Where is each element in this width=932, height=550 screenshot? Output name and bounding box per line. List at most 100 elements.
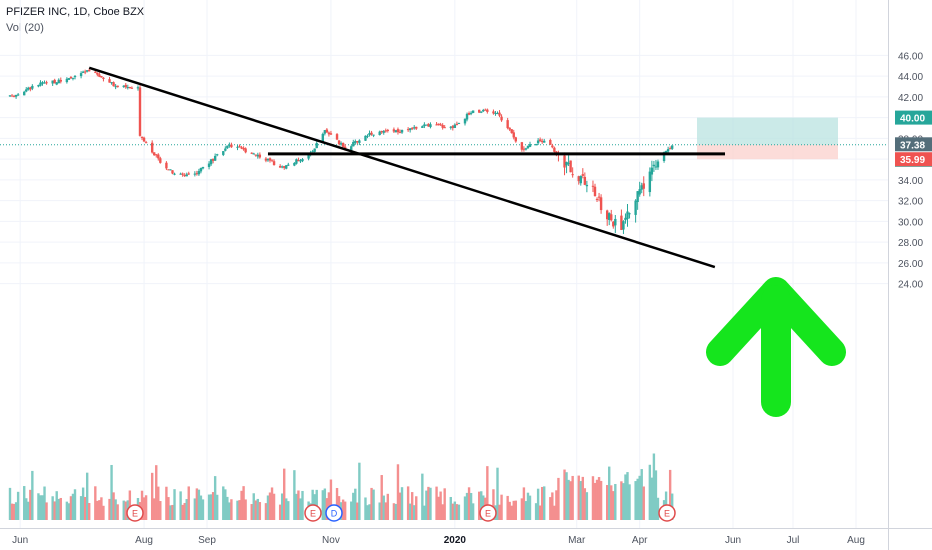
candle-body (110, 82, 113, 84)
candle-body (280, 166, 284, 168)
drawings[interactable] (88, 66, 725, 269)
earnings-event-marker[interactable]: E (658, 504, 676, 522)
candle-body (437, 123, 440, 126)
candle-body (100, 76, 103, 78)
candle-body (325, 129, 329, 133)
candle-body (469, 112, 473, 114)
volume-bar (427, 486, 430, 520)
volume-bar (496, 467, 499, 520)
volume-bar (642, 486, 645, 520)
x-tick-label: Jun (725, 535, 741, 546)
candle-body (272, 161, 276, 166)
volume-bar (508, 501, 511, 520)
volume-bar (201, 499, 205, 520)
candle-body (608, 213, 611, 220)
candle-body (252, 153, 255, 155)
volume-bar (352, 492, 355, 520)
candle-body (222, 151, 225, 155)
stop-zone (697, 144, 838, 160)
volume-bar (380, 475, 383, 520)
volume-bar (439, 491, 442, 520)
candle-body (467, 112, 471, 115)
candle-body (53, 79, 56, 84)
volume-bar (551, 492, 554, 520)
candle-body (242, 147, 245, 150)
candle-body (329, 133, 333, 135)
volume-bar (636, 478, 639, 520)
volume-bar (394, 503, 398, 520)
x-tick-label: Apr (632, 535, 648, 546)
volume-bar (71, 493, 75, 520)
volume-bar (116, 504, 119, 520)
candle-body (506, 120, 509, 129)
candle-body (155, 154, 158, 156)
candle-body (69, 77, 73, 79)
volume-bar (437, 496, 440, 520)
price-tag (895, 137, 932, 152)
volume-bar (640, 469, 643, 520)
candle-body (480, 111, 483, 113)
candle-body (339, 143, 343, 145)
candle-body (297, 159, 300, 162)
x-tick-label: Aug (135, 535, 153, 546)
volume-bar (199, 495, 203, 520)
candle-body (169, 169, 172, 171)
x-tick-label: Sep (198, 535, 216, 546)
volume-bar (264, 503, 268, 520)
candle-body (136, 87, 140, 89)
candle-body (498, 112, 501, 116)
volume-bar (386, 493, 390, 520)
candle-body (522, 148, 526, 150)
volume-bar (595, 479, 599, 520)
candle-body (512, 132, 515, 138)
position-zones (0, 117, 888, 160)
up-arrow-icon (706, 277, 846, 417)
volume-bar (528, 495, 532, 520)
candle-body (268, 158, 272, 161)
volume-bar (372, 489, 375, 520)
volume-bar (157, 486, 160, 520)
candle-body (79, 73, 83, 77)
candle-body (571, 174, 574, 176)
candle-body (140, 136, 144, 138)
candle-body (636, 191, 639, 203)
volume-bar (408, 503, 412, 520)
candle-body (112, 82, 115, 87)
candle-body (23, 91, 26, 96)
earnings-event-marker[interactable]: E (304, 504, 322, 522)
dividend-event-marker[interactable]: D (325, 504, 343, 522)
candle-body (656, 161, 660, 168)
candle-body (43, 82, 46, 84)
event-circle (658, 504, 676, 522)
candle-body (39, 82, 42, 86)
event-letter: E (664, 509, 670, 519)
candle-body (301, 159, 304, 162)
candle-body (370, 132, 373, 135)
candle-body (323, 130, 327, 134)
candle-body (157, 154, 160, 159)
volume-bar (45, 502, 48, 520)
volume-bar (252, 493, 255, 520)
candle-body (128, 87, 132, 89)
volume-bar (209, 494, 213, 520)
candle-body (368, 132, 371, 136)
candle-body (209, 159, 213, 165)
volume-bar (315, 489, 318, 520)
volume-bar (142, 497, 146, 520)
volume-bar (258, 502, 262, 520)
volume-bar (526, 492, 530, 520)
candle-body (25, 89, 28, 92)
candle-body (425, 124, 428, 126)
candle-body (567, 162, 570, 164)
earnings-event-marker[interactable]: E (479, 504, 497, 522)
y-tick-label: 26.00 (898, 259, 923, 270)
volume-bar (293, 470, 296, 520)
candle-body (171, 170, 174, 174)
event-circle (479, 504, 497, 522)
candle-body (195, 173, 199, 175)
earnings-event-marker[interactable]: E (126, 504, 144, 522)
